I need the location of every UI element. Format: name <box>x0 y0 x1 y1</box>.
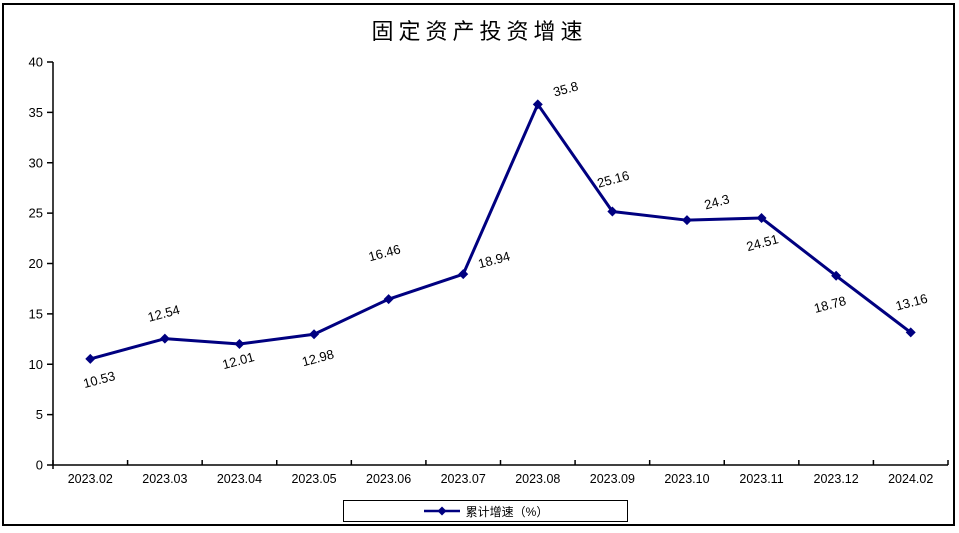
data-point-marker <box>85 353 96 364</box>
x-tick-label: 2023.10 <box>664 472 709 486</box>
data-label: 16.46 <box>367 241 402 264</box>
y-tick-label: 35 <box>29 105 43 120</box>
data-point-marker <box>681 215 692 226</box>
y-tick-label: 25 <box>29 206 43 221</box>
data-label: 24.3 <box>703 191 731 212</box>
x-tick-label: 2023.03 <box>142 472 187 486</box>
y-tick-label: 20 <box>29 256 43 271</box>
x-tick-label: 2023.06 <box>366 472 411 486</box>
data-point-marker <box>159 333 170 344</box>
y-tick-label: 40 <box>29 55 43 70</box>
data-point-marker <box>831 270 842 281</box>
x-tick-label: 2023.02 <box>68 472 113 486</box>
data-label: 10.53 <box>81 368 116 391</box>
x-tick-label: 2023.07 <box>441 472 486 486</box>
x-tick-label: 2024.02 <box>888 472 933 486</box>
x-tick-label: 2023.12 <box>814 472 859 486</box>
data-label: 18.78 <box>812 293 847 316</box>
data-label: 13.16 <box>894 291 929 314</box>
data-point-marker <box>607 206 618 217</box>
data-point-marker <box>532 99 543 110</box>
data-label: 18.94 <box>476 248 511 271</box>
legend-line-marker-icon <box>423 506 460 516</box>
data-label: 12.01 <box>221 349 256 372</box>
data-label: 35.8 <box>551 78 579 99</box>
data-label: 12.98 <box>300 346 335 369</box>
y-tick-label: 30 <box>29 155 43 170</box>
data-point-marker <box>383 294 394 305</box>
y-tick-label: 5 <box>36 407 43 422</box>
data-point-marker <box>458 269 469 280</box>
x-tick-label: 2023.05 <box>291 472 336 486</box>
data-label: 25.16 <box>596 168 631 191</box>
y-tick-label: 0 <box>36 458 43 473</box>
series-line <box>88 102 913 361</box>
data-label: 12.54 <box>146 302 181 325</box>
data-point-marker <box>309 329 320 340</box>
x-tick-label: 2023.04 <box>217 472 262 486</box>
x-tick-label: 2023.11 <box>739 472 783 486</box>
x-tick-label: 2023.08 <box>515 472 560 486</box>
chart-frame <box>2 3 955 526</box>
chart-title: 固定资产投资增速 <box>371 19 588 44</box>
x-tick-label: 2023.09 <box>590 472 635 486</box>
data-point-marker <box>905 327 916 338</box>
legend: 累计增速（%） <box>343 500 628 522</box>
y-tick-label: 10 <box>29 357 43 372</box>
legend-series-label: 累计增速（%） <box>465 504 549 519</box>
data-point-marker <box>234 338 245 349</box>
y-tick-label: 15 <box>29 306 43 321</box>
data-point-marker <box>756 213 767 224</box>
data-label: 24.51 <box>745 231 780 254</box>
